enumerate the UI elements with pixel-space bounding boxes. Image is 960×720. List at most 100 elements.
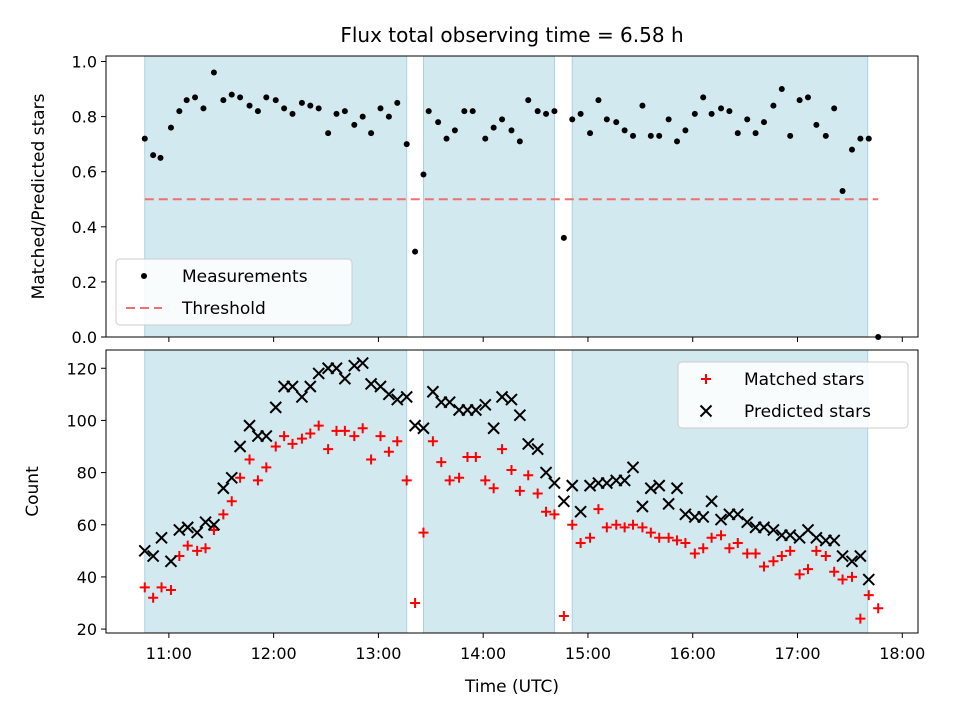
measurement-point (577, 110, 584, 117)
measurement-point (516, 138, 523, 145)
x-tick-label: 13:00 (355, 644, 401, 663)
predicted-star-point (233, 440, 247, 453)
matched-star-point (750, 548, 761, 559)
matched-star-point (392, 436, 403, 447)
predicted-star-point (644, 482, 658, 495)
measurement-point (551, 108, 558, 115)
matched-star-point (305, 428, 316, 439)
matched-star-point (401, 475, 412, 486)
measurement-point (385, 113, 392, 120)
matched-star-point (366, 454, 377, 465)
measurement-point (425, 108, 432, 115)
measurement-point (787, 132, 794, 139)
matched-star-point (470, 451, 481, 462)
predicted-star-point (845, 555, 859, 568)
predicted-star-point (557, 495, 571, 508)
predicted-star-point (731, 508, 744, 521)
measurement-point (490, 124, 497, 131)
measurement-point (752, 130, 759, 137)
legend-label: Measurements (182, 267, 308, 287)
predicted-star-point (338, 372, 352, 385)
matched-star-point (855, 613, 866, 624)
bottom-panel-y-label: Count (23, 466, 43, 517)
measurement-point (176, 108, 183, 115)
measurement-point (621, 127, 628, 134)
predicted-star-point (487, 422, 500, 435)
x-tick-label: 11:00 (146, 644, 192, 663)
measurement-point (403, 141, 410, 148)
predicted-star-point (469, 403, 483, 417)
matched-star-point (462, 451, 473, 462)
predicted-star-point (531, 442, 544, 456)
legend-label: Threshold (181, 299, 266, 319)
matched-star-point (270, 441, 281, 452)
matched-star-point (619, 522, 630, 533)
x-axis-label: Time (UTC) (464, 677, 559, 697)
measurement-point (647, 132, 654, 139)
predicted-star-point (243, 419, 256, 432)
measurement-point (482, 135, 489, 142)
top-panel-legend: Measurements Threshold (115, 258, 353, 326)
measurement-point (141, 135, 148, 142)
measurement-point (560, 234, 567, 241)
predicted-star-point (495, 390, 509, 404)
measurement-point (760, 119, 767, 126)
matched-star-point (244, 454, 255, 465)
measurement-point (534, 108, 541, 115)
measurement-point (289, 110, 296, 117)
measurement-point (377, 105, 384, 112)
predicted-star-point (714, 513, 728, 526)
predicted-star-point (164, 555, 178, 568)
y-tick-label: 0.6 (72, 163, 97, 182)
measurement-point (157, 154, 164, 161)
matched-star-point (785, 545, 796, 556)
measurement-point (822, 132, 829, 139)
predicted-star-point (767, 523, 780, 537)
predicted-star-point (757, 521, 771, 534)
matched-star-point (279, 431, 290, 442)
matched-star-point (488, 483, 499, 494)
predicted-star-point (356, 356, 369, 370)
measurement-point (254, 108, 261, 115)
matched-star-point (732, 538, 743, 549)
matched-star-point (672, 535, 683, 546)
matched-star-point (742, 548, 753, 559)
matched-star-point (645, 527, 656, 538)
x-tick-label: 12:00 (251, 644, 297, 663)
matched-star-point (252, 475, 263, 486)
predicted-star-point (391, 393, 404, 406)
predicted-star-point (662, 497, 675, 511)
matched-star-point (523, 470, 534, 481)
measurement-point (333, 110, 340, 117)
measurement-point (461, 108, 468, 115)
matched-star-point (680, 538, 691, 549)
top-panel-y-ticks: 0.0 0.2 0.4 0.6 0.8 1.0 (72, 53, 106, 347)
y-tick-label: 120 (66, 359, 97, 378)
y-tick-label: 100 (66, 411, 97, 430)
predicted-star-point (207, 518, 221, 531)
matched-star-point (418, 527, 429, 538)
matched-star-point (776, 551, 787, 562)
predicted-star-point (636, 500, 649, 513)
measurement-point (469, 108, 476, 115)
measurement-point (770, 102, 777, 109)
predicted-star-point (443, 395, 456, 409)
matched-star-point (863, 590, 874, 601)
matched-star-point (375, 431, 386, 442)
matched-star-point (313, 420, 324, 431)
matched-star-point (454, 472, 465, 483)
legend-label: Predicted stars (744, 402, 871, 422)
top-panel-x-ticks (168, 337, 903, 342)
y-tick-label: 40 (77, 568, 97, 587)
measurement-point (359, 113, 366, 120)
matched-star-point (837, 574, 848, 585)
y-tick-label: 0.0 (72, 328, 97, 347)
matched-star-point (611, 519, 622, 530)
matched-star-point (758, 561, 769, 572)
predicted-star-point (364, 377, 378, 391)
matched-star-point (427, 436, 438, 447)
measurement-point (394, 99, 401, 106)
predicted-star-point (382, 388, 396, 401)
x-tick-label: 17:00 (774, 644, 820, 663)
